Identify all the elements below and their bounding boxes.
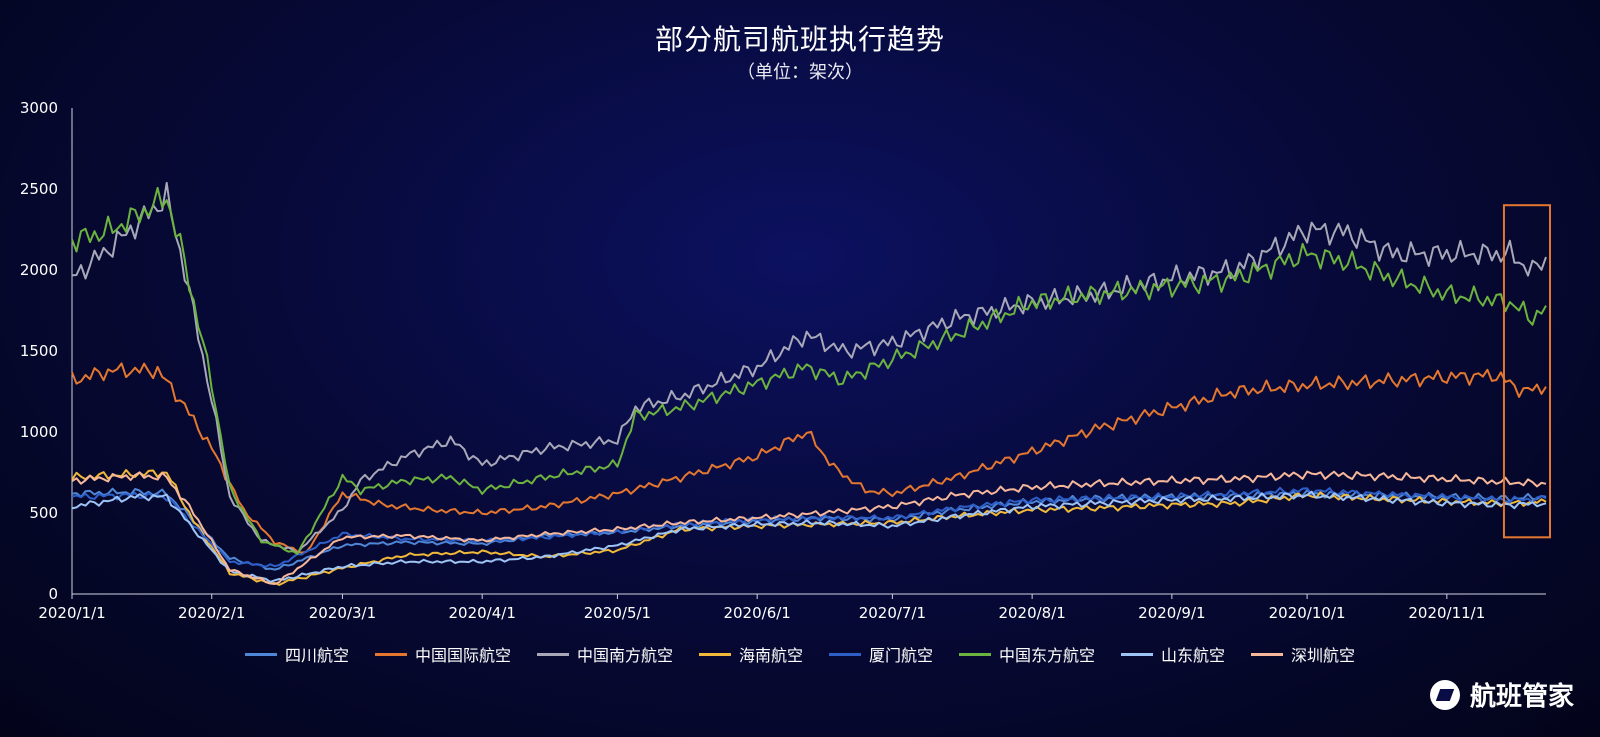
y-tick-label: 3000	[20, 99, 58, 117]
x-tick-label: 2020/6/1	[723, 604, 790, 622]
y-tick-label: 500	[29, 504, 58, 522]
legend-swatch	[959, 652, 992, 656]
legend-label: 中国国际航空	[414, 646, 511, 665]
series-line	[71, 490, 1547, 583]
legend-label: 深圳航空	[1291, 646, 1356, 665]
x-tick-label: 2020/8/1	[998, 604, 1065, 622]
legend-label: 中国南方航空	[576, 646, 673, 665]
legend-label: 四川航空	[284, 646, 349, 665]
x-tick-label: 2020/11/1	[1408, 604, 1485, 622]
chart-legend: 四川航空 中国国际航空 中国南方航空 海南航空 厦门航空 中国东方航空 山东航空 深圳航空	[0, 642, 1600, 666]
legend-swatch	[536, 652, 569, 656]
legend-swatch	[1121, 652, 1154, 656]
series-line	[71, 470, 1547, 585]
legend-swatch	[698, 652, 731, 656]
legend-label: 海南航空	[738, 646, 803, 665]
legend-item: 中国东方航空	[959, 642, 1095, 666]
x-tick-label: 2020/2/1	[178, 604, 245, 622]
chart-axes: 0 500 1000 1500 2000 2500 3000 2020/1/1 2020/2/1…	[20, 99, 1546, 622]
chart-title: 部分航司航班执行趋势	[654, 23, 945, 56]
x-tick-label: 2020/7/1	[859, 604, 926, 622]
legend-swatch	[244, 652, 277, 656]
brand-name: 航班管家	[1469, 682, 1574, 712]
highlight-box	[1502, 204, 1552, 539]
series-line	[71, 181, 1547, 555]
chart-series	[71, 181, 1547, 586]
y-tick-label: 2500	[20, 180, 58, 198]
series-line	[71, 486, 1547, 568]
x-tick-label: 2020/10/1	[1269, 604, 1346, 622]
y-tick-label: 1500	[20, 342, 58, 360]
legend-item: 深圳航空	[1251, 642, 1355, 666]
y-tick-label: 2000	[20, 261, 58, 279]
series-line	[71, 469, 1547, 586]
chart-subtitle: （单位：架次）	[737, 62, 863, 83]
legend-label: 中国东方航空	[999, 646, 1096, 665]
legend-swatch	[1251, 652, 1284, 656]
legend-label: 山东航空	[1161, 646, 1226, 665]
series-line	[71, 362, 1547, 554]
brand-logo: 航班管家	[1429, 676, 1574, 713]
legend-item: 中国南方航空	[536, 642, 673, 666]
legend-item: 中国国际航空	[374, 642, 511, 666]
legend-item: 厦门航空	[829, 642, 933, 666]
legend-swatch	[829, 652, 861, 656]
legend-item: 四川航空	[244, 642, 349, 666]
legend-label: 厦门航空	[869, 646, 934, 665]
brand-icon	[1429, 679, 1460, 710]
highlight-rect	[1502, 204, 1552, 539]
x-tick-label: 2020/5/1	[584, 604, 651, 622]
x-tick-label: 2020/9/1	[1138, 604, 1205, 622]
series-line	[71, 186, 1547, 555]
y-tick-label: 0	[48, 585, 58, 603]
legend-swatch	[374, 652, 407, 656]
y-tick-label: 1000	[20, 423, 58, 441]
x-tick-label: 2020/1/1	[38, 604, 105, 622]
legend-item: 海南航空	[698, 642, 803, 666]
legend-item: 山东航空	[1121, 642, 1225, 666]
x-tick-label: 2020/3/1	[309, 604, 376, 622]
x-tick-label: 2020/4/1	[449, 604, 516, 622]
